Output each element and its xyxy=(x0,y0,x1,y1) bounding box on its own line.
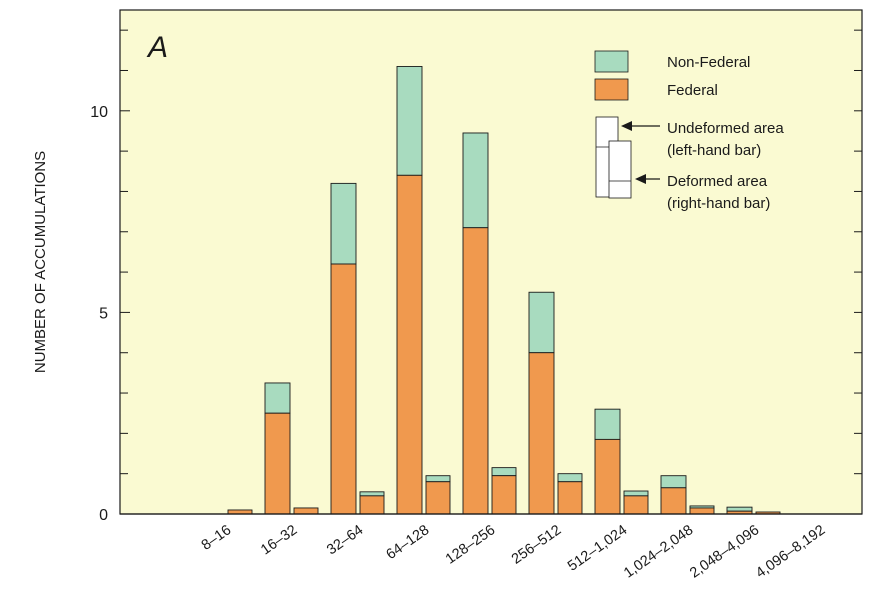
bar-deformed-federal xyxy=(227,509,253,515)
y-tick-label: 0 xyxy=(99,507,108,524)
bar-undeformed-nonfederal xyxy=(660,475,687,489)
bar-deformed-nonfederal xyxy=(557,473,583,483)
y-axis-label: NUMBER OF ACCUMULATIONS xyxy=(32,151,49,373)
bar-undeformed-federal xyxy=(660,487,687,515)
x-tick-label: 16–32 xyxy=(258,522,300,558)
deformed-arrow-icon xyxy=(635,174,646,184)
bar-deformed-federal xyxy=(425,481,451,515)
bar-undeformed-federal xyxy=(594,438,621,515)
y-tick-label: 5 xyxy=(99,305,108,322)
plot-background xyxy=(120,10,862,514)
legend: Non-Federal Federal Undeformed area (lef… xyxy=(594,50,784,212)
bar-deformed-nonfederal xyxy=(359,491,385,497)
x-tick-label: 32–64 xyxy=(324,522,366,558)
legend-label-non-federal: Non-Federal xyxy=(667,54,750,71)
bar-undeformed-federal xyxy=(264,412,291,515)
y-tick-label: 10 xyxy=(90,104,108,121)
x-tick-label: 8–16 xyxy=(199,522,235,554)
bar-undeformed-federal xyxy=(462,227,489,515)
bar-undeformed-federal xyxy=(396,174,423,515)
bar-undeformed-federal xyxy=(528,352,555,515)
bar-deformed-federal xyxy=(689,507,715,515)
x-tick-label: 1,024–2,048 xyxy=(621,522,696,581)
x-tick-labels: 8–16 16–32 32–64 64–128 128–256 256–512 512–1,… xyxy=(199,522,829,581)
bar-undeformed-nonfederal xyxy=(330,182,357,265)
bar-undeformed-nonfederal xyxy=(726,506,753,512)
bar-undeformed-nonfederal xyxy=(462,132,489,229)
x-tick-label: 128–256 xyxy=(443,522,498,567)
x-tick-label: 64–128 xyxy=(383,522,432,563)
legend-deformed-line2: (right-hand bar) xyxy=(667,195,770,212)
x-tick-label: 4,096–8,192 xyxy=(753,522,828,581)
bar-deformed-federal xyxy=(623,495,649,515)
legend-label-federal: Federal xyxy=(667,82,718,99)
legend-deformed-bar xyxy=(608,140,632,199)
bar-deformed-federal xyxy=(557,481,583,515)
legend-undeformed-line1: Undeformed area xyxy=(667,120,784,137)
x-tick-label: 256–512 xyxy=(509,522,564,567)
bar-undeformed-nonfederal xyxy=(528,291,555,354)
bar-undeformed-nonfederal xyxy=(594,408,621,440)
bar-undeformed-federal xyxy=(330,263,357,515)
bar-deformed-nonfederal xyxy=(491,467,517,477)
bar-deformed-federal xyxy=(293,507,319,515)
legend-deformed-line1: Deformed area xyxy=(667,173,768,190)
x-tick-label: 512–1,024 xyxy=(565,522,630,574)
legend-undeformed-line2: (left-hand bar) xyxy=(667,142,761,159)
ticks-layer: 0 5 10 xyxy=(90,29,862,524)
undeformed-arrow-icon xyxy=(621,121,632,131)
bars-layer xyxy=(120,65,862,515)
legend-swatch-non-federal xyxy=(594,50,629,73)
bar-deformed-nonfederal xyxy=(425,475,451,483)
bar-deformed-federal xyxy=(359,495,385,515)
legend-swatch-federal xyxy=(594,78,629,101)
bar-undeformed-nonfederal xyxy=(264,382,291,414)
plot-frame xyxy=(119,9,863,515)
bar-deformed-federal xyxy=(491,475,517,515)
bar-deformed-nonfederal xyxy=(623,490,649,497)
x-tick-label: 2,048–4,096 xyxy=(687,522,762,581)
panel-label: A xyxy=(146,31,168,64)
bar-undeformed-nonfederal xyxy=(396,65,423,176)
